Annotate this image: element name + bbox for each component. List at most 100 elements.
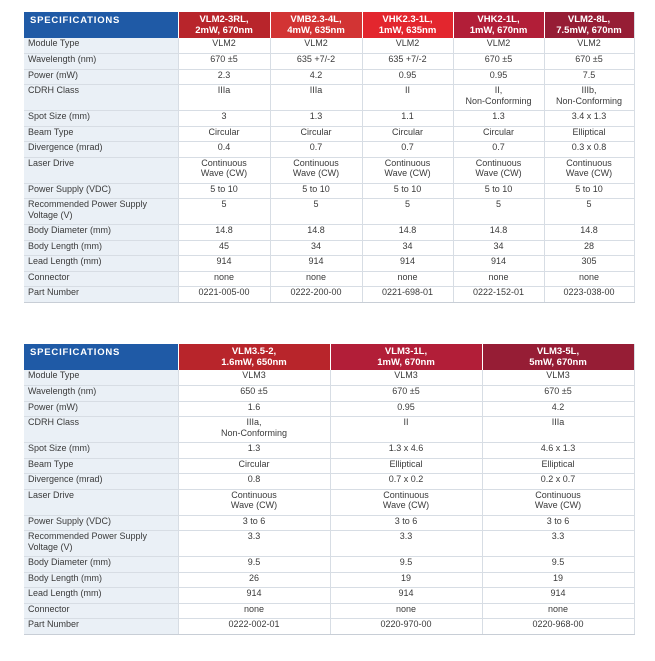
cell-text: 4.2 [551, 401, 565, 412]
row-label: Beam Type [24, 458, 178, 474]
table-row: Wavelength (nm) 670 ±5 635 +7/-2 635 +7/-2 6… [24, 53, 634, 70]
table-row: CDRH Class IIIa IIIa II II, Non-Conforming III… [24, 84, 634, 111]
table-cell: none [269, 271, 362, 287]
cell-text: 0.7 [492, 142, 505, 152]
label-text: Recommended Power Supply [28, 531, 148, 541]
table-row: Body Length (mm) 26 19 19 [24, 572, 634, 588]
cell-text: 3 to 6 [394, 515, 418, 526]
row-label: Lead Length (mm) [24, 255, 178, 272]
label-text: Body Length (mm) [28, 240, 103, 251]
cell-text: 670 ±5 [210, 54, 238, 64]
cell-text: II [403, 417, 409, 427]
cell-text: VLM2 [486, 38, 511, 48]
cell-text: 5 [404, 199, 410, 209]
row-label: CDRH Class [24, 416, 178, 443]
model-header: VLM3-5L, 5mW, 670nm [481, 344, 634, 370]
table-cell: 1.1 [361, 110, 453, 127]
table-cell: 5 [269, 198, 362, 225]
cell-text: VLM3 [394, 370, 418, 380]
cell-text: 3.3 [399, 531, 413, 541]
row-label: Part Number [24, 286, 178, 303]
table-cell: 26 [177, 572, 330, 588]
table-cell: 9.5 [329, 556, 482, 573]
label-text: Module Type [28, 38, 80, 48]
table-cell: Continuous Wave (CW) [543, 157, 634, 184]
cell-text: 3 [221, 111, 227, 121]
table-cell: 914 [177, 587, 330, 604]
label-text: Power Supply (VDC) [28, 515, 112, 526]
cell-text: Continuous [475, 157, 522, 168]
table-cell: IIIa, Non-Conforming [177, 416, 330, 443]
table-cell: 914 [269, 255, 362, 272]
cell-text: 635 +7/-2 [296, 54, 336, 64]
row-label: Laser Drive [24, 489, 178, 516]
table-cell: IIIa [177, 84, 270, 111]
table-cell: IIIa [269, 84, 362, 111]
table-cell: 0222-200-00 [269, 286, 362, 303]
table-cell: 0.4 [177, 141, 270, 158]
table-row: Part Number 0222-002-01 0220-970-00 0220-96… [24, 618, 634, 635]
cell-text: 5 to 10 [575, 183, 603, 194]
table-cell: II [361, 84, 453, 111]
specifications-table-2: SPECIFICATIONS VLM3.5-2, 1.6mW, 650nm VLM… [24, 344, 635, 635]
cell-text: 5 to 10 [484, 183, 513, 194]
table-cell: 670 ±5 [177, 53, 270, 70]
model-header: VMB2.3-4L, 4mW, 635nm [269, 12, 362, 38]
table-cell: 0.95 [361, 69, 453, 85]
label-text: Spot Size (mm) [28, 443, 91, 453]
table-row: Recommended Power Supply Voltage (V) 5 5 5 5 5 [24, 198, 634, 225]
cell-text: 28 [583, 240, 594, 251]
cell-text: 14.8 [489, 225, 508, 235]
row-label: Power (mW) [24, 69, 178, 85]
table-cell: Elliptical [481, 458, 634, 474]
label-text: Voltage (V) [28, 209, 73, 220]
cell-text: 4.6 x 1.3 [540, 443, 576, 453]
table-row: Connector none none none [24, 603, 634, 619]
table-cell: 14.8 [452, 224, 544, 241]
cell-text: Wave (CW) [384, 168, 431, 178]
cell-text: 0222-002-01 [228, 619, 280, 629]
cell-text: none [305, 271, 327, 282]
table-cell: 0221-698-01 [361, 286, 453, 303]
row-label: Wavelength (nm) [24, 385, 178, 402]
table-cell: 3.3 [329, 530, 482, 557]
table-cell: 5 [361, 198, 453, 225]
table-cell: 670 ±5 [329, 385, 482, 402]
table-cell: 0.3 x 0.8 [543, 141, 634, 158]
cell-text: 3.3 [551, 531, 565, 541]
table-title: SPECIFICATIONS [24, 12, 178, 38]
row-label: Laser Drive [24, 157, 178, 184]
label-text: Laser Drive [28, 157, 75, 168]
table-cell: VLM3 [177, 370, 330, 386]
cell-text: 0221-698-01 [381, 287, 434, 297]
cell-text: 0.4 [217, 142, 231, 152]
cell-text: Continuous [566, 157, 612, 168]
cell-text: none [488, 271, 509, 282]
table-cell: 670 ±5 [543, 53, 634, 70]
table-cell: 34 [269, 240, 362, 256]
cell-text: 0.8 [247, 474, 261, 484]
label-text: Lead Length (mm) [28, 256, 102, 266]
table-cell: VLM2 [452, 38, 544, 54]
table-cell: 0220-968-00 [481, 618, 634, 635]
cell-text: Elliptical [572, 126, 606, 137]
table-cell: 0.8 [177, 473, 330, 490]
table-row: Lead Length (mm) 914 914 914 [24, 587, 634, 604]
table-cell: Continuous Wave (CW) [269, 157, 362, 184]
table-cell: Circular [361, 126, 453, 142]
cell-text: 9.5 [551, 557, 565, 567]
cell-text: 3 to 6 [546, 515, 570, 526]
row-label: Body Length (mm) [24, 240, 178, 256]
cell-text: 0.3 x 0.8 [571, 142, 607, 152]
cell-text: 5 [586, 199, 592, 209]
table-cell: 3.4 x 1.3 [543, 110, 634, 127]
cell-text: Wave (CW) [475, 168, 522, 178]
label-text: Wavelength (nm) [28, 54, 97, 64]
cell-text: II, [494, 85, 503, 95]
table-cell: Continuous Wave (CW) [329, 489, 482, 516]
cell-text: Wave (CW) [200, 168, 248, 178]
table-row: Body Diameter (mm) 9.5 9.5 9.5 [24, 556, 634, 573]
table-row: Power (mW) 1.6 0.95 4.2 [24, 401, 634, 417]
cell-text: 670 ±5 [544, 386, 572, 396]
table-cell: IIIa [481, 416, 634, 443]
